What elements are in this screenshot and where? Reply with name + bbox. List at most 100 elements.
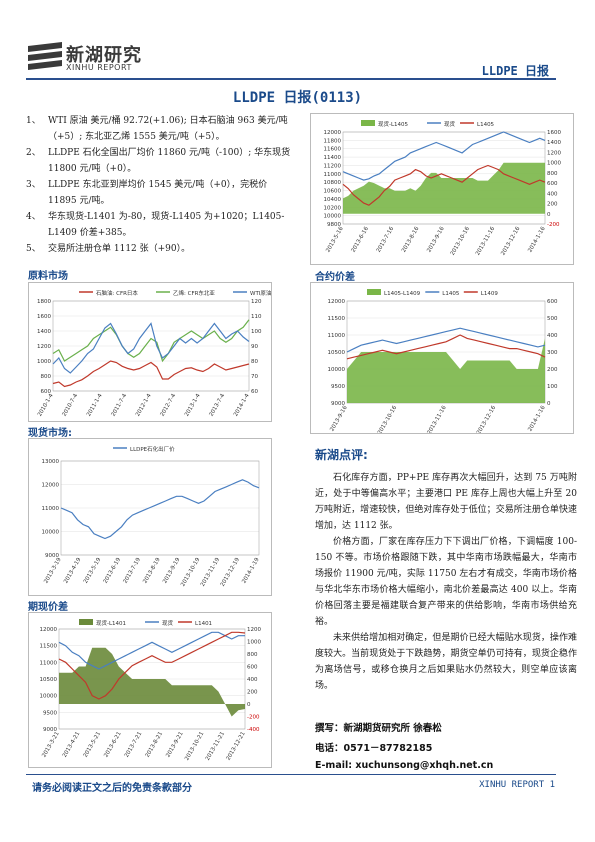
y2-tick-label: 800: [547, 171, 558, 177]
company-name-en: XINHU REPORT: [66, 63, 132, 72]
x-tick-label: 2013-9-16: [426, 226, 446, 254]
y-tick-label: 9000: [45, 553, 59, 559]
series-line-spot: [58, 631, 245, 670]
y-tick-label: 600: [41, 389, 52, 395]
chart-spot-price-svg: LLDPE石化出厂价 9000 10000 11000 12000 13000 2013-3…: [42, 445, 261, 588]
y-tick-label: 11000: [328, 333, 346, 339]
x-tick-label: 2014-1-4: [233, 393, 251, 418]
legend-label: L1401: [195, 621, 212, 627]
y2-tick-label: 0: [247, 702, 251, 708]
legend-label: 现货-L1401: [96, 619, 126, 627]
x-tick-label: 2013-11-16: [427, 405, 448, 433]
y2-tick-label: 300: [547, 350, 558, 356]
y-tick-label: 1200: [37, 344, 51, 350]
footer-brand: XINHU REPORT 1: [479, 780, 555, 790]
y-tick-label: 10000: [324, 214, 342, 220]
x-tick-label: 2010-1-4: [37, 393, 55, 418]
x-tick-label: 2013-7-16: [376, 226, 396, 254]
y-tick-label: 800: [41, 374, 52, 380]
x-tick-label: 2013-1-4: [184, 393, 202, 418]
x-tick-label: 2014-1-16: [527, 226, 547, 254]
x-tick-label: 2013-9-19: [162, 557, 182, 585]
summary-num: 5、: [26, 244, 41, 254]
y2-tick-label: 1200: [247, 627, 261, 633]
x-tick-label: 2011-7-4: [111, 393, 129, 418]
series-area-spread: [59, 647, 245, 717]
y-tick-label: 9000: [43, 727, 57, 733]
x-tick-label: 2013-8-21: [145, 731, 164, 759]
y-tick-label: 9500: [331, 384, 345, 390]
y2-tick-label: -200: [547, 222, 560, 228]
y-tick-label: 10000: [40, 694, 58, 700]
footer-disclaimer[interactable]: 请务必阅读正文之后的免责条款部分: [32, 783, 192, 794]
summary-text: 华东现货-L1401 为-80，现货-L1405 为+1020；L1405-L1…: [48, 212, 285, 238]
x-tick-label: 2013-12-21: [226, 731, 247, 762]
chart-basis-1405: 现货-L1405 现货 L1405 9800 10000 10200 10400 10600 1…: [310, 113, 574, 265]
summary-text: 交易所注册仓单 1112 张（+90）。: [48, 244, 191, 254]
email-link[interactable]: E-mail: xuchunsong@xhqh.net.cn: [315, 760, 494, 771]
summary-num: 2、: [26, 148, 41, 158]
company-name: 新湖研究: [66, 45, 142, 66]
summary-num: 1、: [26, 116, 41, 126]
legend-label: 现货: [162, 619, 174, 627]
y2-tick-label: -400: [247, 727, 260, 733]
y-tick-label: 11600: [324, 147, 342, 153]
x-tick-label: 2013-11-19: [200, 557, 221, 588]
comment-paragraph: 未来供给增加相对确定，但是期价已经大幅贴水现货，操作难度较大。当前现货处于下跌趋…: [315, 633, 577, 691]
y2-tick-label: 70: [251, 374, 258, 380]
x-tick-label: 2013-8-16: [401, 226, 421, 254]
chart-basis-1405-svg: 现货-L1405 现货 L14059800100001020010400106001…: [324, 120, 561, 257]
series-line-wti: [52, 322, 250, 374]
y2-tick-label: 100: [547, 384, 558, 390]
legend-label: L1405: [477, 122, 495, 128]
chart-contract-spread: L1405-L1409 L1405 L1409 9000 9500 10000 10500 1…: [310, 282, 574, 436]
series-line-spot: [342, 131, 546, 181]
y-tick-label: 9800: [327, 222, 341, 228]
y2-tick-label: 60: [251, 389, 258, 395]
x-tick-label: 2013-7-21: [124, 731, 143, 759]
legend-label: WTI原油: [250, 289, 271, 297]
chart-spot-price: LLDPE石化出厂价 9000 10000 11000 12000 13000 2013-3…: [28, 438, 272, 596]
chart-contract-spread-svg: L1405-L1409 L1405 L1409 9000 9500 10000 10500 1…: [328, 289, 558, 436]
summary-num: 4、: [26, 212, 41, 222]
author-line: 撰写：新湖期货研究所 徐春松: [315, 723, 442, 734]
legend-label: 石脑油: CFR日本: [96, 289, 138, 297]
y2-tick-label: 110: [251, 314, 262, 320]
y2-tick-label: 1000: [247, 640, 261, 646]
y2-tick-label: 600: [547, 299, 558, 305]
y-tick-label: 11000: [42, 506, 60, 512]
y2-tick-label: 200: [247, 690, 258, 696]
chart-raw-material: 石脑油: CFR日本 乙烯: CFR东北亚 WTI原油 600 800 1000 1200 1…: [28, 282, 272, 422]
x-tick-label: 2014-1-16: [527, 405, 547, 433]
x-tick-label: 2013-9-16: [329, 405, 349, 433]
y-tick-label: 9000: [331, 401, 345, 407]
logo-mark: [28, 42, 62, 70]
x-tick-label: 2013-10-16: [377, 405, 398, 433]
x-tick-label: 2013-7-19: [123, 557, 143, 585]
y-tick-label: 9500: [43, 710, 57, 716]
y2-tick-label: 80: [251, 359, 258, 365]
y-tick-label: 12000: [324, 130, 342, 136]
series-line-fut: [342, 164, 546, 206]
y-tick-label: 10000: [328, 367, 346, 373]
y2-tick-label: 1200: [547, 150, 561, 156]
legend-label: 现货: [444, 120, 456, 128]
y2-tick-label: -200: [247, 715, 260, 721]
y-tick-label: 13000: [42, 459, 60, 465]
legend-label: LLDPE石化出厂价: [130, 445, 175, 453]
legend-swatch: [79, 619, 93, 625]
legend-label: L1409: [481, 291, 499, 297]
x-tick-label: 2013-4-21: [62, 731, 81, 759]
y2-tick-label: 800: [247, 652, 258, 658]
y2-tick-label: 200: [547, 367, 558, 373]
legend-label: L1405: [442, 291, 460, 297]
series-line-fut: [58, 631, 246, 700]
y-tick-label: 11800: [324, 138, 342, 144]
y-tick-label: 10600: [324, 189, 342, 195]
y-tick-label: 12000: [328, 299, 346, 305]
x-tick-label: 2014-1-19: [241, 557, 261, 585]
y-tick-label: 11000: [324, 172, 342, 178]
x-tick-label: 2013-8-19: [142, 557, 162, 585]
header-rule: [26, 78, 556, 80]
x-tick-label: 2013-5-16: [325, 226, 345, 254]
